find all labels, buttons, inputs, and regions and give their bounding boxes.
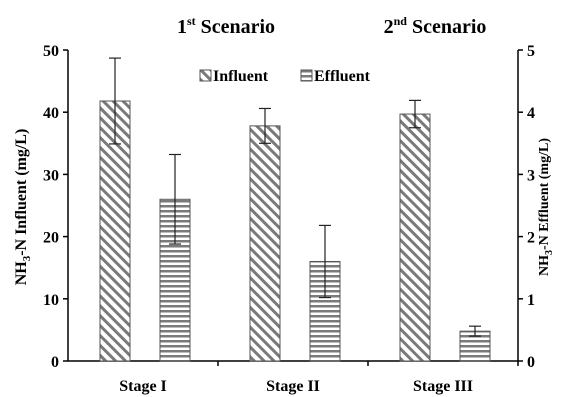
y-right-tick-label: 4 [527,105,535,122]
y-left-tick-label: 30 [43,167,59,184]
category-label: Stage I [119,378,167,395]
y-left-tick-label: 0 [51,354,59,371]
scenario-1-label: 1st Scenario [177,14,275,38]
y-left-tick-label: 40 [43,105,59,122]
y-right-tick-label: 3 [527,167,535,184]
category-label: Stage II [266,378,320,395]
tick-labels: 0 10 20 30 40 50 0 1 2 3 4 5 [43,43,535,371]
legend-label-influent: Influent [213,68,269,85]
y-left-tick-label: 10 [43,292,59,309]
bar-influent [399,113,431,362]
legend-swatch-effluent [300,69,313,82]
category-label: Stage III [413,378,473,395]
y-right-tick-label: 5 [527,43,535,60]
legend-swatch-influent [199,69,212,82]
bar-influent [249,125,281,362]
legend: Influent Effluent [199,68,371,85]
legend-label-effluent: Effluent [314,68,371,85]
error-bars [109,57,481,337]
y-left-axis-title: NH3-N Influent (mg/L) [13,129,33,286]
y-left-tick-label: 20 [43,230,59,247]
bars [99,100,491,362]
y-right-tick-label: 2 [527,230,535,247]
y-right-tick-label: 0 [527,354,535,371]
y-right-axis-title: NH3-N Effluent (mg/L) [537,138,555,276]
scenario-2-label: 2nd Scenario [384,14,487,38]
category-labels: Stage I Stage II Stage III [119,378,473,395]
axes [63,49,523,366]
y-left-tick-label: 50 [43,43,59,60]
y-right-tick-label: 1 [527,292,535,309]
